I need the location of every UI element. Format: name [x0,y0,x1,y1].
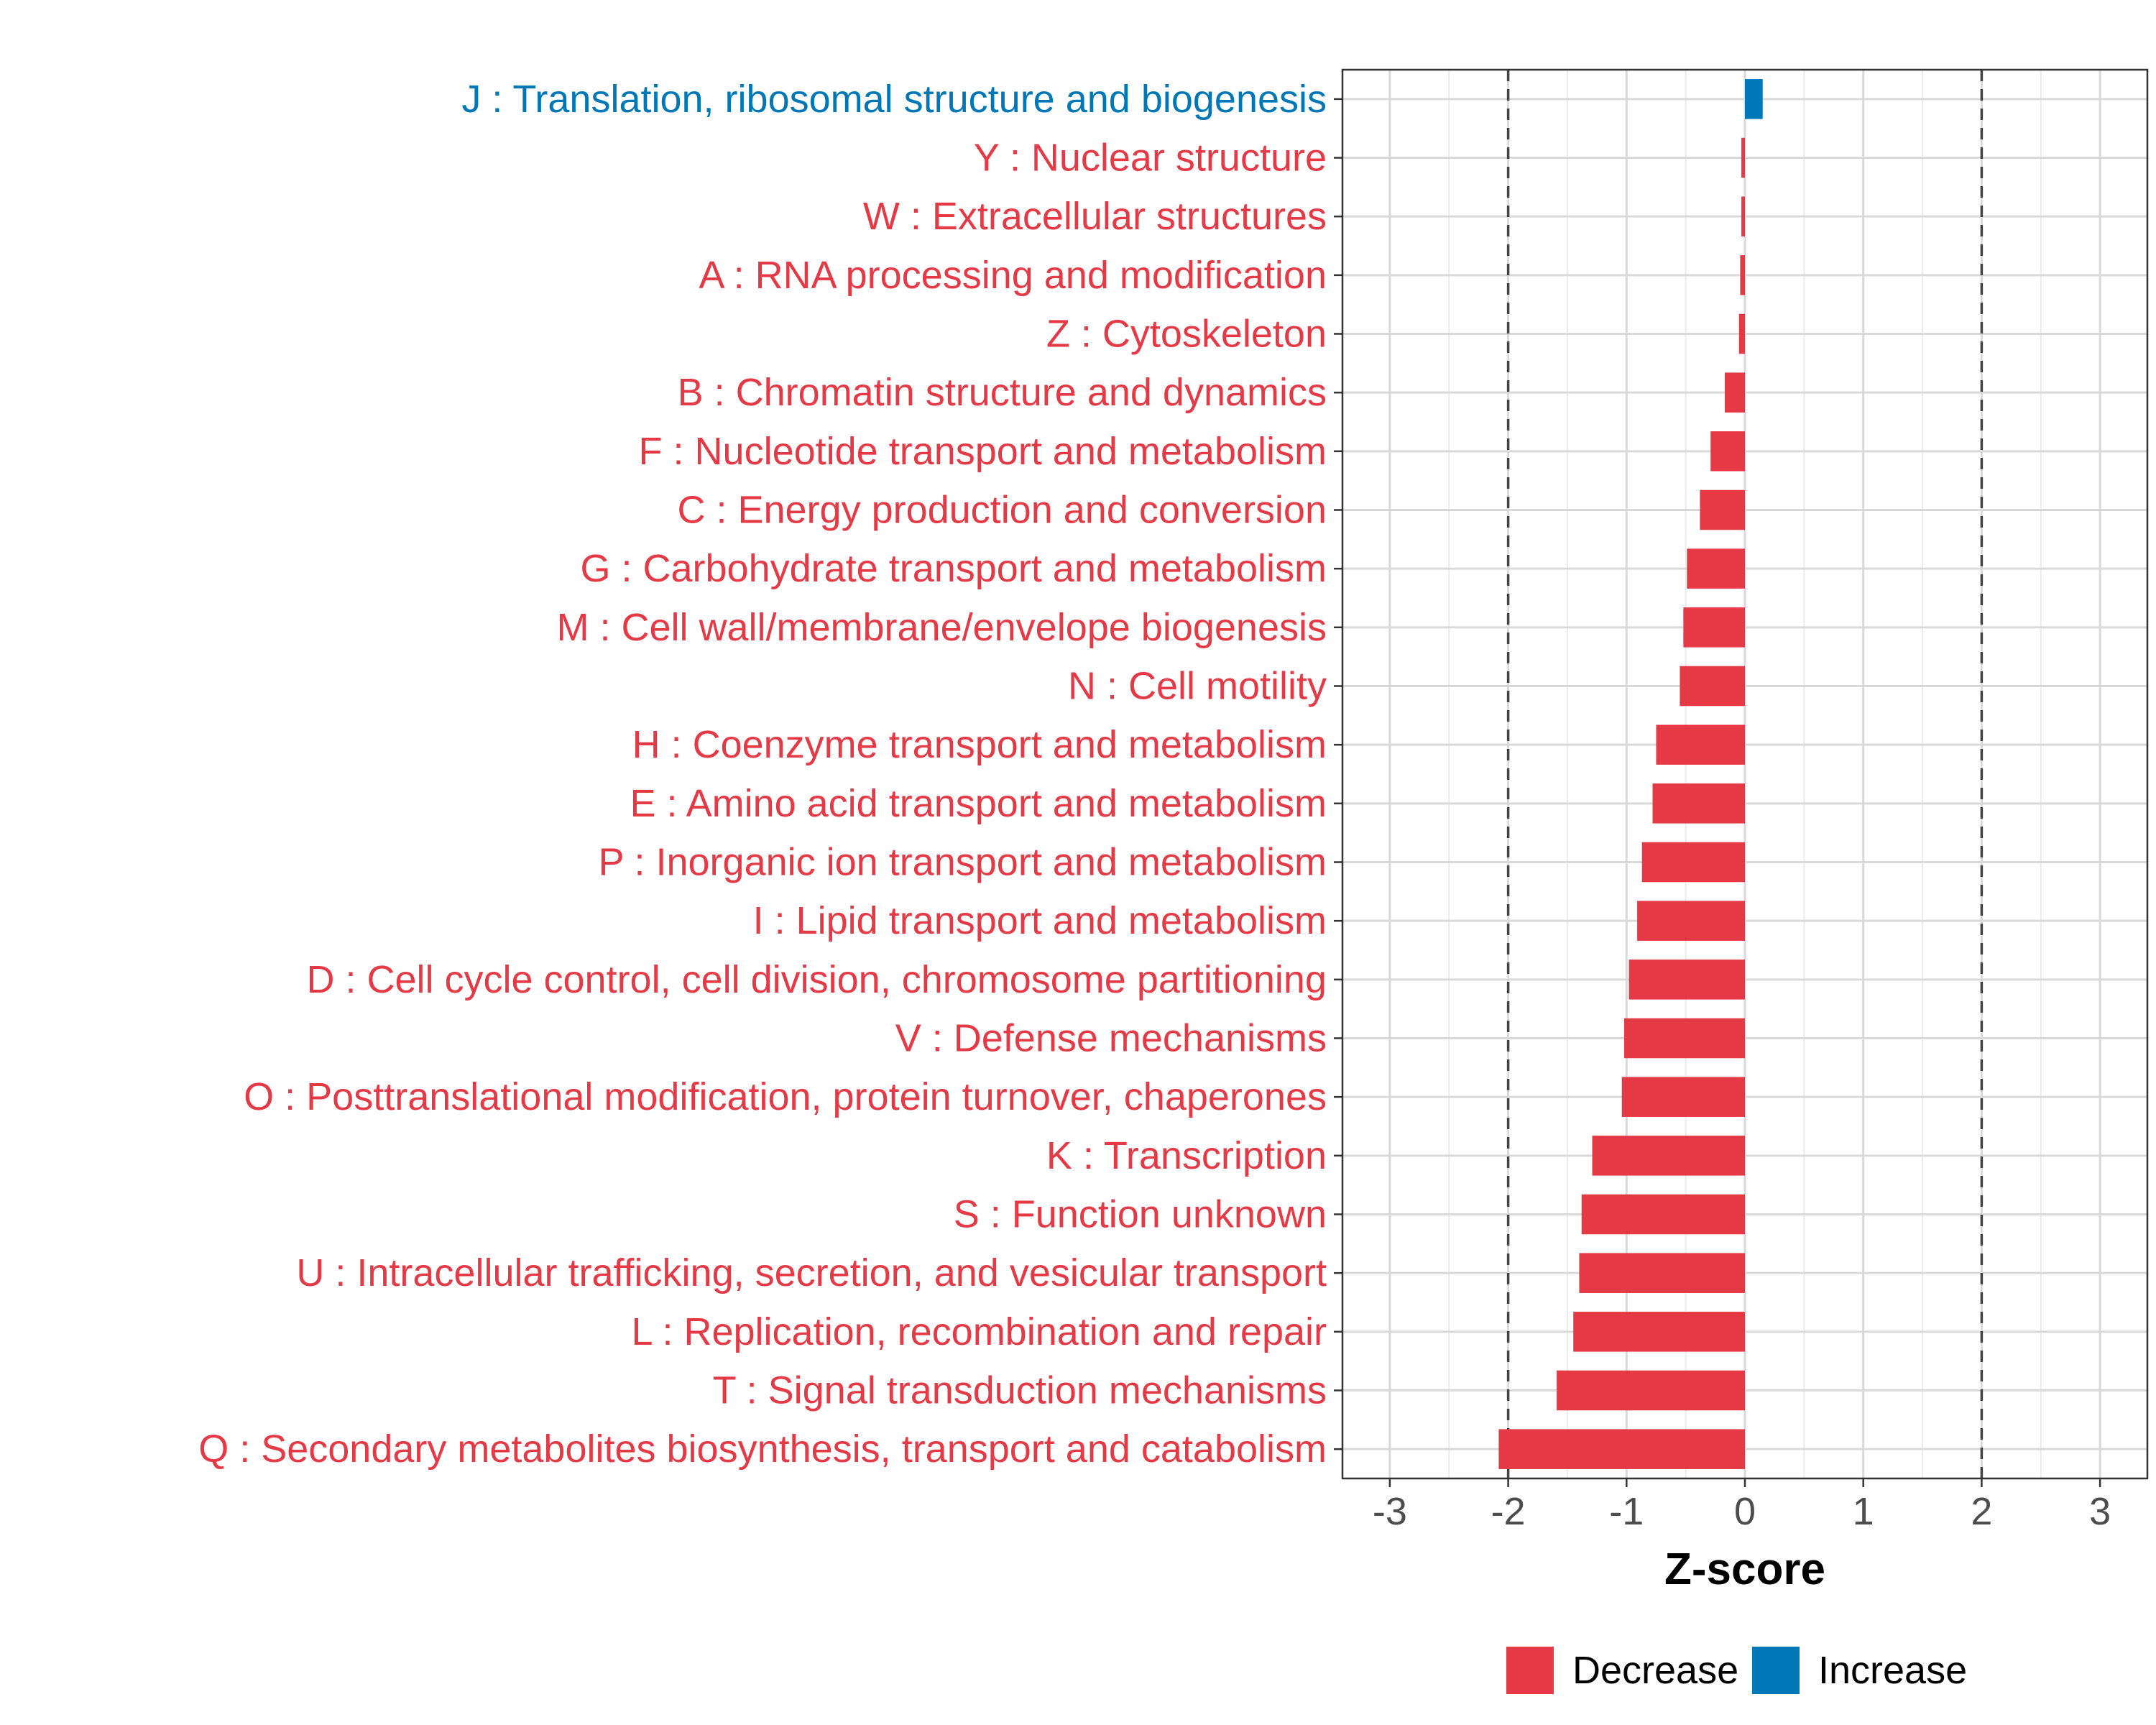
category-label: E : Amino acid transport and metabolism [630,782,1327,825]
bar [1624,1018,1745,1059]
bar [1700,489,1745,530]
bar [1741,196,1745,236]
bar [1683,607,1745,648]
x-tick-label: 1 [1853,1490,1874,1533]
category-label: V : Defense mechanisms [895,1017,1327,1060]
x-tick-label: -3 [1373,1490,1407,1533]
x-axis-ticks: -3 -2 -1 0 1 2 3 [1373,1478,2111,1533]
bar [1621,1077,1745,1117]
legend-label-decrease: Decrease [1572,1649,1738,1692]
bar [1741,137,1745,178]
bar [1581,1194,1745,1235]
legend-swatch-decrease [1506,1647,1554,1694]
category-label: U : Intracellular trafficking, secretion… [296,1251,1327,1294]
bar [1628,960,1745,1000]
legend: Decrease Increase [1506,1647,1967,1694]
legend-swatch-increase [1752,1647,1800,1694]
legend-label-increase: Increase [1818,1649,1967,1692]
x-tick-label: 0 [1734,1490,1756,1533]
x-tick-label: -1 [1609,1490,1644,1533]
bar [1725,372,1745,413]
bar [1579,1253,1745,1293]
category-label: I : Lipid transport and metabolism [753,899,1327,942]
bar [1498,1429,1745,1469]
category-label: O : Posttranslational modification, prot… [244,1075,1327,1118]
category-label: S : Function unknown [954,1193,1327,1236]
x-tick-label: -2 [1491,1490,1526,1533]
bar [1745,79,1763,119]
category-label: M : Cell wall/membrane/envelope biogenes… [556,606,1327,649]
category-label: H : Coenzyme transport and metabolism [632,723,1327,766]
category-label: Q : Secondary metabolites biosynthesis, … [198,1427,1327,1471]
category-label: T : Signal transduction mechanisms [713,1369,1327,1412]
category-label: B : Chromatin structure and dynamics [678,371,1327,414]
bar [1680,666,1745,707]
bar [1641,842,1745,883]
category-label: G : Carbohydrate transport and metabolis… [581,547,1327,590]
category-label: Z : Cytoskeleton [1046,313,1327,356]
bar [1557,1370,1745,1411]
bar [1710,431,1745,472]
bar [1637,901,1745,941]
category-label: A : RNA processing and modification [699,254,1327,297]
bar [1738,313,1745,354]
bar [1592,1136,1745,1176]
category-label: L : Replication, recombination and repai… [631,1310,1327,1353]
category-label: P : Inorganic ion transport and metaboli… [598,841,1327,884]
category-label: C : Energy production and conversion [677,489,1327,532]
bar [1740,255,1745,295]
x-tick-label: 2 [1971,1490,1992,1533]
category-label: D : Cell cycle control, cell division, c… [306,958,1327,1001]
bar [1652,783,1745,824]
category-labels: J : Translation, ribosomal structure and… [198,78,1342,1471]
category-label: J : Translation, ribosomal structure and… [461,78,1327,121]
category-label: K : Transcription [1046,1134,1327,1177]
x-tick-label: 3 [2089,1490,2111,1533]
reference-lines [1506,70,1984,1478]
category-label: F : Nucleotide transport and metabolism [639,430,1327,473]
bar [1687,548,1745,589]
bars [1498,79,1763,1469]
bar [1656,724,1745,765]
category-label: Y : Nuclear structure [974,137,1327,180]
category-label: N : Cell motility [1068,665,1327,708]
bar [1573,1312,1745,1352]
category-label: W : Extracellular structures [863,195,1327,238]
x-axis-title: Z-score [1664,1545,1825,1594]
